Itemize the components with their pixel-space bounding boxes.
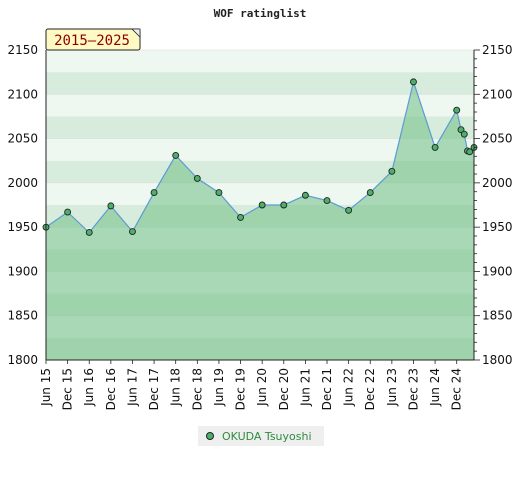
data-point (345, 206, 353, 214)
data-point (150, 189, 158, 197)
x-tick-label: Jun 16 (82, 368, 96, 407)
data-point (258, 201, 266, 209)
x-tick-label: Jun 21 (298, 368, 312, 407)
x-tick-label: Jun 18 (169, 368, 183, 407)
x-tick-label: Dec 16 (104, 368, 118, 410)
period-label: 2015–2025 (54, 33, 130, 49)
legend-marker-icon (206, 432, 214, 440)
background-band (46, 50, 474, 73)
data-point (301, 191, 309, 199)
data-point (172, 151, 180, 159)
x-tick-label: Dec 19 (234, 368, 248, 410)
data-point (107, 202, 115, 210)
x-tick-label: Jun 23 (385, 368, 399, 407)
x-tick-label: Jun 17 (125, 368, 139, 407)
background-band (46, 138, 474, 161)
y-tick-label-right: 2150 (482, 43, 513, 57)
y-tick-label-right: 2050 (482, 132, 513, 146)
x-tick-label: Dec 18 (190, 368, 204, 410)
y-tick-label-left: 2000 (7, 176, 38, 190)
period-badge: 2015–2025 (45, 28, 141, 51)
axes: 1800 1800 1850 1850 1900 1900 1950 1950 2000 2000… (7, 43, 512, 410)
x-tick-label: Dec 23 (406, 368, 420, 410)
data-point (460, 130, 468, 138)
data-point (388, 167, 396, 175)
background-band (46, 94, 474, 117)
y-tick-label-left: 2100 (7, 87, 38, 101)
y-tick-label-left: 2150 (7, 43, 38, 57)
x-tick-label: Dec 24 (450, 368, 464, 410)
series-area (46, 81, 474, 361)
data-point (85, 229, 93, 236)
y-tick-label-right: 1950 (482, 220, 513, 234)
y-tick-label-right: 2000 (482, 176, 513, 190)
legend-label: OKUDA Tsuyoshi (222, 429, 312, 443)
data-point (366, 189, 374, 197)
data-point (215, 189, 223, 197)
data-point (323, 197, 331, 205)
y-tick-label-left: 1950 (7, 220, 38, 234)
x-tick-label: Dec 21 (320, 368, 334, 410)
x-tick-label: Dec 15 (61, 368, 75, 410)
y-tick-label-right: 2100 (482, 87, 513, 101)
data-point (453, 106, 461, 114)
background-band (46, 116, 474, 139)
x-tick-label: Jun 22 (342, 368, 356, 407)
x-tick-label: Jun 20 (255, 368, 269, 407)
x-tick-label: Jun 15 (39, 368, 53, 407)
data-point (193, 174, 201, 182)
y-tick-label-right: 1900 (482, 264, 513, 278)
legend: OKUDA Tsuyoshi (198, 426, 324, 446)
data-point (410, 78, 417, 86)
y-tick-label-left: 1800 (7, 353, 38, 367)
x-tick-label: Jun 24 (428, 368, 442, 407)
data-point (431, 143, 439, 151)
x-tick-label: Jun 19 (212, 368, 226, 407)
y-tick-label-left: 1850 (7, 309, 38, 323)
background-band (46, 72, 474, 95)
data-point (466, 148, 474, 156)
data-point (64, 208, 72, 216)
y-tick-label-left: 2050 (7, 132, 38, 146)
background-band (46, 160, 474, 183)
x-tick-label: Dec 17 (147, 368, 161, 410)
data-point (280, 201, 288, 209)
data-point (129, 228, 136, 236)
y-tick-label-right: 1850 (482, 309, 513, 323)
x-tick-label: Dec 22 (363, 368, 377, 410)
y-tick-label-right: 1800 (482, 353, 513, 367)
x-tick-label: Dec 20 (277, 368, 291, 410)
series-markers (42, 78, 478, 236)
data-point (237, 213, 244, 221)
chart-title: WOF ratinglist (214, 7, 307, 20)
y-tick-label-left: 1900 (7, 264, 38, 278)
